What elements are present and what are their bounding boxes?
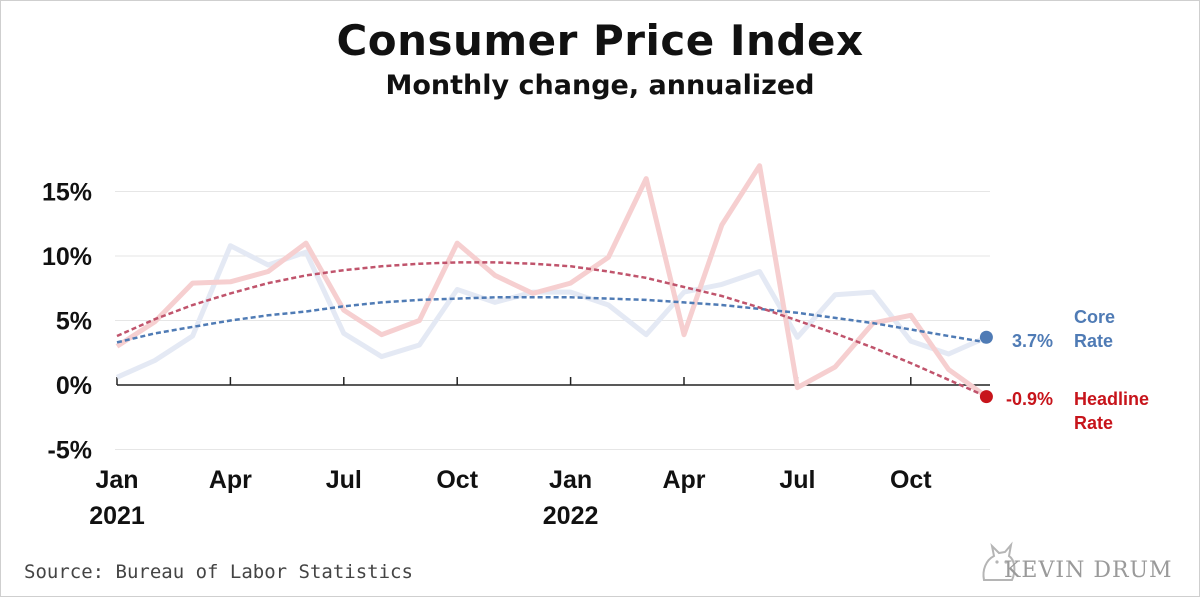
chart-subtitle: Monthly change, annualized — [385, 70, 815, 101]
x-tick-label: Jul — [326, 466, 362, 494]
brand-logo: KEVIN DRUM — [978, 540, 1178, 588]
axes: -5% 0% 5% 10% 15% Jan 2021 Apr Jul Oct Jan 2022 Apr J… — [42, 179, 990, 530]
x-tick-label: Oct — [890, 466, 932, 494]
x-tick-year-label: 2021 — [89, 502, 145, 530]
x-tick-label: Apr — [209, 466, 252, 494]
x-tick-label: Apr — [662, 466, 705, 494]
headline-name-label: Headline — [1074, 389, 1149, 409]
x-tick-label: Jan — [549, 466, 592, 494]
core-trend-line — [116, 296, 987, 344]
headline-rate-line — [115, 163, 988, 399]
end-labels: 3.7% Core Rate -0.9% Headline Rate — [979, 307, 1149, 433]
headline-value-label: -0.9% — [1006, 389, 1053, 409]
x-tick-label: Jan — [95, 466, 138, 494]
x-tick-label: Oct — [436, 466, 478, 494]
core-name-label: Core — [1074, 307, 1115, 327]
core-value-label: 3.7% — [1012, 331, 1053, 351]
core-endpoint-marker — [979, 330, 993, 344]
core-name-label: Rate — [1074, 331, 1113, 351]
y-tick-label: 10% — [42, 243, 92, 271]
grid-lines — [115, 191, 990, 450]
brand-name: KEVIN DRUM — [1004, 558, 1173, 583]
core-rate-line — [115, 243, 988, 380]
x-tick-label: Jul — [779, 466, 815, 494]
chart-title: Consumer Price Index — [336, 16, 864, 65]
x-tick-year-label: 2022 — [543, 502, 599, 530]
headline-trend-line — [116, 261, 987, 398]
y-tick-label: 15% — [42, 179, 92, 207]
y-tick-label: -5% — [48, 437, 92, 465]
y-tick-label: 0% — [56, 372, 92, 400]
y-tick-label: 5% — [56, 308, 92, 336]
cat-logo-icon — [982, 541, 1016, 581]
source-note: Source: Bureau of Labor Statistics — [24, 561, 413, 583]
headline-name-label: Rate — [1074, 413, 1113, 433]
headline-endpoint-marker — [979, 390, 993, 404]
series-lines — [115, 163, 988, 399]
